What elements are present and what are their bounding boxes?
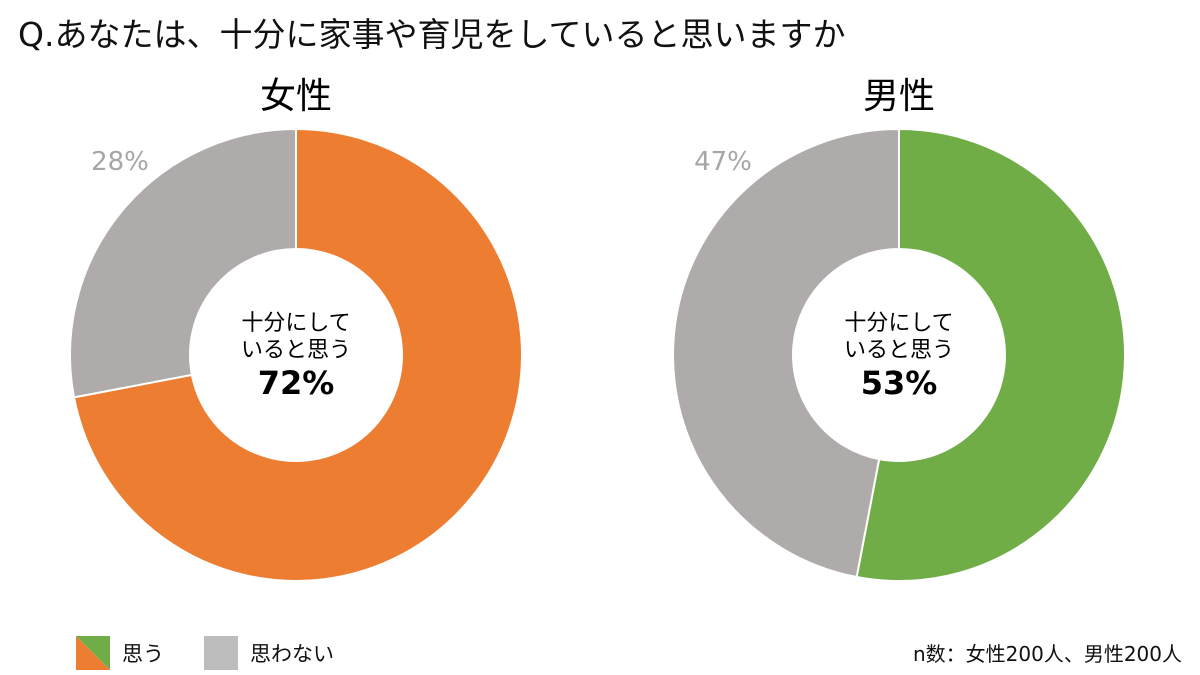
chart-title: 男性 [863,76,935,117]
question-title: Q.あなたは、十分に家事や育児をしていると思いますか [18,15,846,54]
legend-swatch-yes [76,636,110,670]
donut-slice-yes [855,127,1126,582]
sample-size-note: n数：女性200人、男性200人 [912,642,1182,666]
outside-percent-label: 28% [91,147,149,177]
center-label: 十分にして [241,311,350,336]
center-value: 53% [861,364,938,402]
legend-label-yes: 思う [122,642,164,666]
legend-label-no: 思わない [250,642,334,666]
center-label: いると思う [241,338,351,363]
donut-slice-no [672,127,900,579]
center-label: 十分にして [844,311,953,336]
donut-slice-no [69,127,297,399]
donut-slice-yes [72,127,523,582]
chart-title: 女性 [260,76,332,117]
center-label: いると思う [844,338,954,363]
legend-swatch-no [204,636,238,670]
legend-no: 思わない [204,636,334,670]
outside-percent-label: 47% [694,147,752,177]
legend-yes: 思う [76,636,164,670]
center-value: 72% [258,364,335,402]
